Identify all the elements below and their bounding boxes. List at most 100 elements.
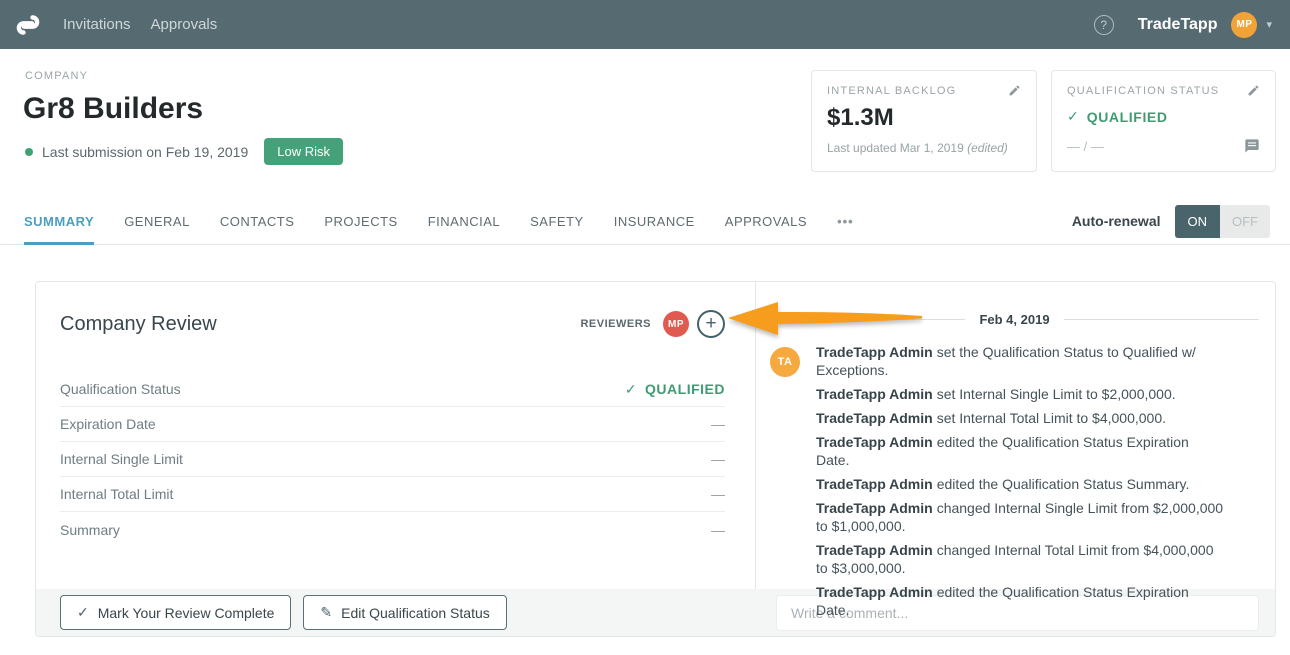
- risk-badge: Low Risk: [264, 138, 343, 165]
- nav-links: Invitations Approvals: [63, 16, 237, 33]
- check-icon: ✓: [624, 380, 638, 397]
- field-value-text: —: [711, 486, 725, 502]
- qualification-title: QUALIFICATION STATUS: [1067, 84, 1220, 97]
- feed-item-text: edited the Qualification Status Expirati…: [816, 434, 1189, 468]
- internal-backlog-card: INTERNAL BACKLOG $1.3M Last updated Mar …: [811, 70, 1037, 172]
- backlog-value: $1.3M: [827, 104, 894, 131]
- toggle-off-segment[interactable]: OFF: [1220, 204, 1270, 238]
- backlog-updated-text: Last updated Mar 1, 2019: [827, 141, 964, 155]
- qualification-status-value: QUALIFIED: [1086, 108, 1168, 125]
- tab[interactable]: SAFETY: [530, 213, 584, 229]
- divider-line: [770, 319, 966, 320]
- review-footer: ✓ Mark Your Review Complete ✎ Edit Quali…: [36, 589, 1275, 636]
- tradetapp-logo-icon[interactable]: [14, 11, 41, 38]
- tab[interactable]: INSURANCE: [613, 213, 695, 229]
- comment-input[interactable]: [776, 594, 1259, 631]
- tab[interactable]: APPROVALS: [724, 213, 808, 229]
- feed-actor-avatar: TA: [770, 347, 800, 377]
- tab[interactable]: SUMMARY: [24, 198, 95, 245]
- tab[interactable]: FINANCIAL: [427, 213, 501, 229]
- field-row: Expiration Date ✓ —: [60, 407, 725, 442]
- backlog-edited-note: (edited): [967, 141, 1008, 155]
- field-label: Qualification Status: [60, 381, 181, 397]
- feed-item: TradeTapp Admin set Internal Single Limit…: [816, 385, 1225, 403]
- field-row: Qualification Status ✓ QUALIFIED: [60, 372, 725, 407]
- field-row: Internal Total Limit ✓ —: [60, 477, 725, 512]
- user-avatar[interactable]: MP: [1231, 11, 1258, 38]
- feed-items: TradeTapp Admin set the Qualification Sta…: [816, 343, 1225, 619]
- company-review-card: Company Review REVIEWERS MP + Qualificat…: [35, 281, 1276, 637]
- feed-item: TradeTapp Admin edited the Qualification …: [816, 583, 1225, 619]
- feed-item: TradeTapp Admin set the Qualification Sta…: [816, 343, 1225, 379]
- review-fields: Qualification Status ✓ QUALIFIED Expirat…: [60, 372, 725, 547]
- field-row: Summary ✓ —: [60, 512, 725, 547]
- feed-item-text: changed Internal Single Limit from $2,00…: [816, 500, 1224, 534]
- feed-actor-name: TradeTapp Admin: [816, 500, 933, 516]
- backlog-title: INTERNAL BACKLOG: [827, 84, 957, 97]
- field-value: ✓ —: [711, 451, 725, 467]
- check-icon: ✓: [1067, 108, 1079, 124]
- review-panel-title: Company Review: [60, 312, 217, 335]
- review-panel: Company Review REVIEWERS MP + Qualificat…: [36, 282, 756, 589]
- feed-item: TradeTapp Admin edited the Qualification …: [816, 475, 1225, 493]
- field-label: Expiration Date: [60, 416, 156, 432]
- edit-backlog-icon[interactable]: [1008, 84, 1021, 97]
- feed-date-divider: Feb 4, 2019: [770, 312, 1260, 327]
- feed-actor-name: TradeTapp Admin: [816, 386, 933, 402]
- help-glyph: ?: [1100, 17, 1108, 32]
- feed-body: TA TradeTapp Admin set the Qualification …: [770, 343, 1259, 625]
- feed-actor-name: TradeTapp Admin: [816, 434, 933, 450]
- comment-bubble-icon[interactable]: [1244, 138, 1260, 154]
- field-value: ✓ —: [711, 416, 725, 432]
- check-icon: ✓: [77, 604, 89, 620]
- edit-qualification-icon[interactable]: [1247, 84, 1260, 97]
- field-value-text: —: [711, 521, 725, 538]
- submission-row: Last submission on Feb 19, 2019 Low Risk: [25, 138, 343, 165]
- mark-review-complete-button[interactable]: ✓ Mark Your Review Complete: [60, 595, 292, 630]
- feed-item-text: changed Internal Total Limit from $4,000…: [816, 542, 1214, 576]
- feed-actor-name: TradeTapp Admin: [816, 584, 933, 600]
- toggle-on-segment[interactable]: ON: [1174, 204, 1220, 238]
- pencil-icon: ✎: [320, 604, 333, 620]
- tab-bar: SUMMARY GENERAL CONTACTS PROJECTS FINANC…: [0, 198, 1290, 245]
- edit-qualification-status-button[interactable]: ✎ Edit Qualification Status: [303, 595, 507, 630]
- auto-renewal-toggle[interactable]: ON OFF: [1174, 204, 1270, 238]
- feed-item-text: edited the Qualification Status Summary.: [936, 476, 1190, 492]
- field-value: ✓ —: [711, 522, 725, 538]
- help-icon[interactable]: ?: [1093, 14, 1114, 35]
- last-submission-text: Last submission on Feb 19, 2019: [42, 143, 249, 160]
- nav-link[interactable]: Invitations: [63, 16, 131, 33]
- field-value-text: —: [711, 416, 725, 432]
- field-value: ✓ QUALIFIED: [625, 381, 725, 398]
- feed-item: TradeTapp Admin set Internal Total Limit …: [816, 409, 1225, 427]
- feed-item-text: set the Qualification Status to Qualifie…: [816, 344, 1196, 378]
- feed-actor-name: TradeTapp Admin: [816, 476, 933, 492]
- field-value: ✓ —: [711, 486, 725, 502]
- nav-link[interactable]: Approvals: [150, 16, 218, 33]
- status-dot-icon: [25, 147, 33, 156]
- feed-item: TradeTapp Admin edited the Qualification …: [816, 433, 1225, 469]
- page-title: Gr8 Builders: [23, 92, 204, 125]
- field-label: Summary: [60, 521, 120, 538]
- feed-item-text: edited the Qualification Status Expirati…: [816, 584, 1189, 618]
- feed-actor-name: TradeTapp Admin: [816, 542, 933, 558]
- field-label: Internal Total Limit: [60, 486, 174, 502]
- edit-qualification-status-label: Edit Qualification Status: [341, 604, 490, 621]
- feed-item-text: set Internal Single Limit to $2,000,000.: [936, 386, 1176, 402]
- reviewers-label: REVIEWERS: [580, 318, 651, 330]
- feed-item: TradeTapp Admin changed Internal Total Li…: [816, 541, 1225, 577]
- tab[interactable]: PROJECTS: [324, 213, 398, 229]
- tab[interactable]: CONTACTS: [219, 213, 295, 229]
- reviewer-avatar[interactable]: MP: [663, 311, 689, 337]
- add-reviewer-button[interactable]: +: [697, 310, 725, 338]
- feed-date: Feb 4, 2019: [979, 312, 1050, 327]
- chevron-down-icon[interactable]: ▾: [1266, 19, 1272, 31]
- activity-feed: Feb 4, 2019 TA TradeTapp Admin set the Qu…: [756, 282, 1275, 618]
- feed-item-text: set Internal Total Limit to $4,000,000.: [936, 410, 1167, 426]
- tab[interactable]: •••: [837, 213, 854, 229]
- divider-line: [1063, 319, 1260, 320]
- auto-renewal-control: Auto-renewal ON OFF: [1072, 204, 1270, 238]
- field-value-text: —: [711, 451, 725, 467]
- qualification-limits: — / —: [1067, 138, 1104, 154]
- tab[interactable]: GENERAL: [124, 213, 190, 229]
